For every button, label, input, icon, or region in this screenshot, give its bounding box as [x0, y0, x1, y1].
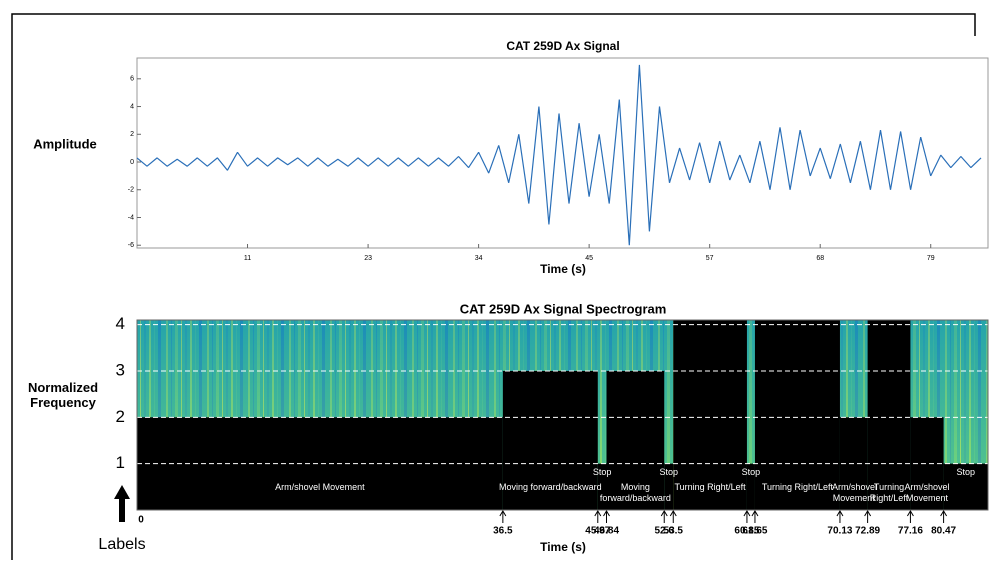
chart-title: CAT 259D Ax Signal: [506, 39, 619, 53]
segment-label: Stop: [592, 466, 612, 477]
segment-label: Turning Right/Left: [869, 482, 909, 503]
annotation: Labels: [98, 536, 145, 553]
x-tick-arrowhead: [660, 510, 668, 517]
x-tick-label: 45.97: [585, 526, 610, 537]
y-tick-label: -6: [128, 242, 134, 249]
segment-label: Stop: [741, 466, 761, 477]
y-tick-label: -4: [128, 214, 134, 221]
x-tick-arrowhead: [499, 510, 507, 517]
y-tick-label: -2: [128, 187, 134, 194]
x-axis-label: Time (s): [540, 262, 586, 276]
plot-frame: [136, 319, 989, 511]
x-tick-label: 46.84: [594, 526, 619, 537]
x-tick-arrowhead: [594, 510, 602, 517]
chart-title: CAT 259D Ax Signal Spectrogram: [460, 301, 667, 316]
segment-label: Arm/shovel Movement: [831, 482, 877, 503]
x-tick-arrowhead: [864, 510, 872, 517]
y-tick-label: 1: [116, 453, 125, 472]
y-tick-label: 0: [130, 159, 134, 166]
x-tick-label: 72.89: [855, 526, 880, 537]
x-tick-label: 23: [364, 255, 372, 262]
x-tick-label: 0: [138, 515, 144, 526]
x-tick-label: 11: [244, 255, 251, 262]
label-block: [867, 320, 911, 510]
label-block: [606, 370, 665, 510]
segment-label: Turning Right/Left: [674, 482, 746, 492]
x-tick-label: 45: [585, 255, 593, 262]
x-tick-label: 77.16: [898, 526, 923, 537]
segment-label: Stop: [659, 466, 678, 477]
x-tick-label: 60.85: [734, 526, 759, 537]
label-block: [746, 463, 755, 510]
y-axis-label: Amplitude: [33, 136, 97, 151]
x-tick-arrowhead: [940, 510, 948, 517]
label-block: [943, 463, 988, 510]
x-tick-arrowhead: [751, 510, 759, 517]
x-tick-label: 53.5: [664, 526, 684, 537]
frame: [11, 13, 976, 560]
label-block: [754, 320, 840, 510]
x-axis-label: Time (s): [540, 540, 586, 554]
segment-label: Turning Right/Left: [761, 482, 834, 492]
arrow: [114, 485, 130, 522]
x-tick-arrowhead: [836, 510, 844, 517]
label-block: [664, 463, 674, 510]
x-tick-arrowhead: [743, 510, 751, 517]
signal-plot: -6 -4 -2 0 2 4 6 11 23 34 45 57 68 79: [128, 64, 982, 262]
label-block: [673, 320, 747, 510]
x-tick-label: 68: [816, 255, 824, 262]
signal-line: [136, 64, 982, 246]
x-tick-label: 70.13: [827, 526, 852, 537]
y-tick-label: 3: [116, 360, 125, 379]
plot-area: [136, 57, 989, 249]
y-tick-label: 6: [130, 76, 134, 83]
segment-label: Moving forward/backward: [499, 482, 602, 492]
segment-label: Arm/shovel Movement: [275, 482, 365, 492]
y-axis-label: Normalized Frequency: [27, 380, 99, 410]
x-tick-label: 79: [927, 255, 935, 262]
x-tick-label: 80.47: [931, 526, 956, 537]
label-block: [502, 370, 598, 510]
y-tick-label: 4: [116, 314, 125, 333]
y-tick-label: 2: [116, 407, 125, 426]
segment-label: Moving forward/backward: [599, 482, 671, 503]
x-tick-arrowhead: [603, 510, 610, 517]
x-tick-label: 34: [475, 255, 483, 262]
x-tick-label: 52.6: [655, 526, 675, 537]
x-tick-label: 61.65: [742, 526, 767, 537]
segment-label: Arm/shovel Movement: [904, 482, 950, 503]
x-tick-label: 57: [706, 255, 714, 262]
label-block: [137, 417, 503, 510]
y-tick-label: 4: [130, 103, 134, 110]
x-tick-label: 36.5: [493, 526, 513, 537]
label-block: [597, 463, 607, 510]
x-tick-arrowhead: [669, 510, 677, 517]
y-tick-label: 2: [130, 131, 134, 138]
x-tick-arrowhead: [906, 510, 914, 517]
segment-label: Stop: [956, 466, 976, 477]
